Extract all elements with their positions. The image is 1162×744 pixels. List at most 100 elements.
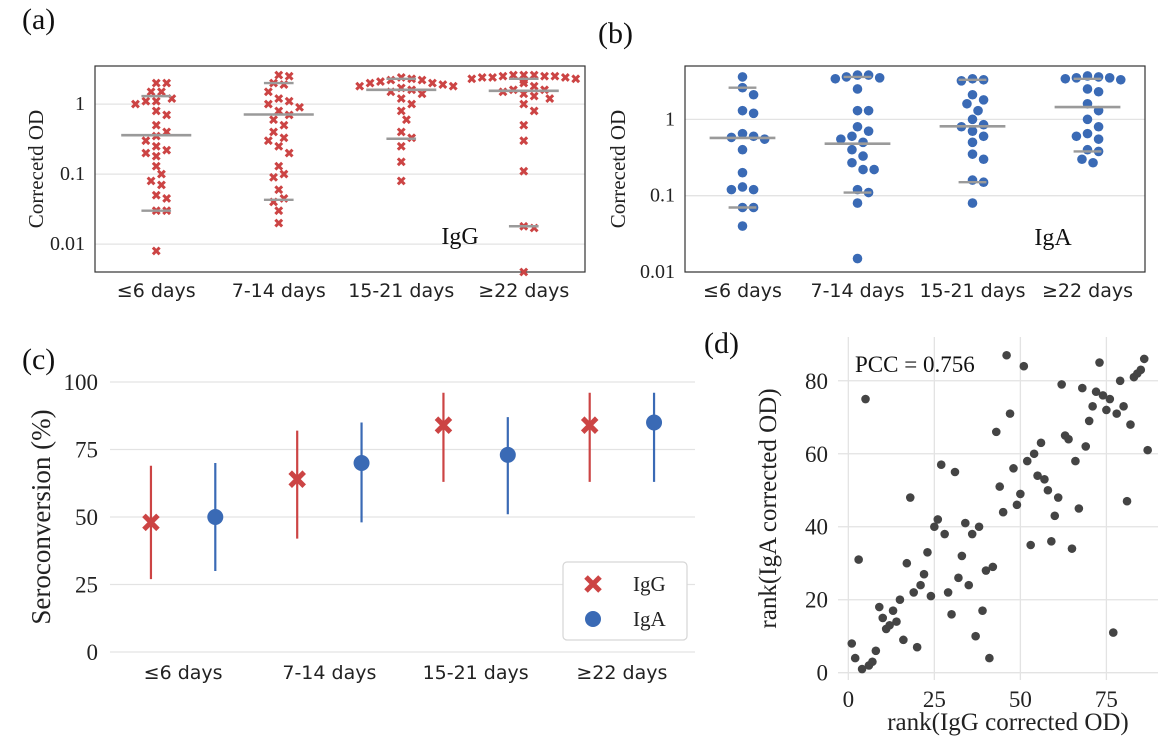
data-point-x [560, 73, 570, 82]
data-point [737, 167, 748, 178]
data-point-x [288, 470, 306, 488]
data-point [930, 522, 939, 532]
data-point [967, 149, 978, 159]
data-point [1012, 500, 1022, 510]
data-point-x [396, 141, 406, 151]
data-point [847, 144, 857, 155]
data-point [836, 134, 846, 144]
data-point [863, 70, 874, 80]
data-point [1067, 544, 1077, 553]
panel-label-b: (b) [598, 17, 633, 50]
data-point-x [162, 145, 172, 155]
data-point [863, 105, 874, 116]
data-point [1088, 157, 1098, 168]
data-point [1136, 365, 1146, 375]
x-tick-label: ≥22 days [1042, 280, 1133, 302]
x-tick-label: ≥22 days [478, 280, 569, 302]
data-point [874, 602, 884, 612]
data-point [926, 591, 936, 601]
data-point-x [141, 148, 151, 158]
y-axis-title: Seroconversion (%) [26, 409, 56, 624]
data-point [1105, 394, 1115, 404]
data-point [988, 562, 998, 572]
data-point-x [477, 73, 487, 82]
data-point-x [396, 127, 406, 137]
data-point [998, 507, 1008, 517]
data-point-x [151, 151, 161, 161]
data-point [902, 558, 912, 568]
data-point [1026, 540, 1035, 550]
data-point [748, 131, 759, 142]
y-axis-title: Correcetd OD [24, 110, 48, 228]
data-point [1002, 350, 1011, 360]
data-point-x [488, 73, 498, 82]
data-point [957, 551, 967, 561]
panel-label-a: (a) [22, 3, 55, 36]
data-point-x [269, 127, 278, 137]
data-point [916, 580, 925, 590]
data-point-x [274, 185, 284, 195]
data-point-x [519, 99, 529, 109]
data-point-x [142, 513, 160, 532]
data-point-x [279, 169, 289, 179]
data-point [1093, 121, 1104, 132]
panel-b-iga-od: 1 0.1 0.01 ≤6 days 7-14 days 15-21 days ≥22 da… [606, 65, 1146, 302]
data-point [1057, 380, 1066, 389]
data-point-x [151, 141, 161, 151]
legend-box [562, 561, 688, 641]
y-tick-label: 75 [75, 438, 98, 463]
data-point-x [274, 206, 284, 216]
data-point [748, 184, 759, 195]
data-point [878, 613, 888, 623]
data-point [1084, 416, 1094, 426]
data-point [950, 467, 960, 477]
data-point [962, 98, 972, 109]
x-tick-label: ≥22 days [576, 662, 667, 684]
data-point [978, 154, 989, 165]
data-point [1047, 537, 1056, 546]
data-point [499, 446, 516, 463]
data-point [1071, 456, 1080, 466]
data-point [888, 606, 898, 615]
data-point [1115, 376, 1125, 386]
data-point-x [417, 75, 427, 85]
data-point-x [438, 80, 448, 90]
data-point-x [263, 99, 273, 109]
data-point-x [498, 71, 508, 81]
data-point-x [571, 74, 581, 84]
data-point [737, 182, 748, 192]
data-point-x [519, 136, 529, 146]
data-point [1022, 456, 1032, 466]
data-point-x [467, 74, 477, 84]
data-point-x [162, 110, 172, 120]
x-tick-label: 75 [1095, 687, 1118, 712]
data-point-x [417, 89, 427, 99]
y-tick-label: 1 [665, 108, 675, 130]
data-point-x [295, 102, 304, 112]
data-point-x [146, 176, 156, 186]
data-point [1009, 464, 1018, 473]
legend-label: IgA [633, 607, 666, 631]
data-point-x [274, 218, 284, 228]
y-axis-title: Correcetd OD [606, 110, 630, 228]
pcc-annotation: PCC = 0.756 [855, 352, 975, 377]
x-tick-label: 7-14 days [232, 280, 326, 302]
data-point-x [529, 70, 539, 80]
data-point [646, 414, 663, 431]
x-tick-label: 15-21 days [423, 662, 529, 684]
data-point [737, 128, 748, 139]
data-point-x [529, 106, 539, 116]
data-point [852, 253, 863, 264]
data-point [726, 184, 737, 195]
data-point [1095, 358, 1104, 367]
data-point [857, 664, 867, 674]
panel-d-rank-scatter: 0 20 40 60 80 0 25 50 75 PCC = 0.756 rank(IgG corr… [755, 337, 1158, 736]
data-point [1098, 391, 1108, 400]
data-point-x [269, 115, 278, 125]
series-annotation: IgA [1034, 225, 1072, 251]
data-point [1053, 493, 1063, 502]
y-tick-label: 40 [805, 515, 828, 540]
x-tick-label: 15-21 days [919, 280, 1025, 302]
data-point [874, 73, 885, 83]
data-point-x [545, 94, 555, 103]
